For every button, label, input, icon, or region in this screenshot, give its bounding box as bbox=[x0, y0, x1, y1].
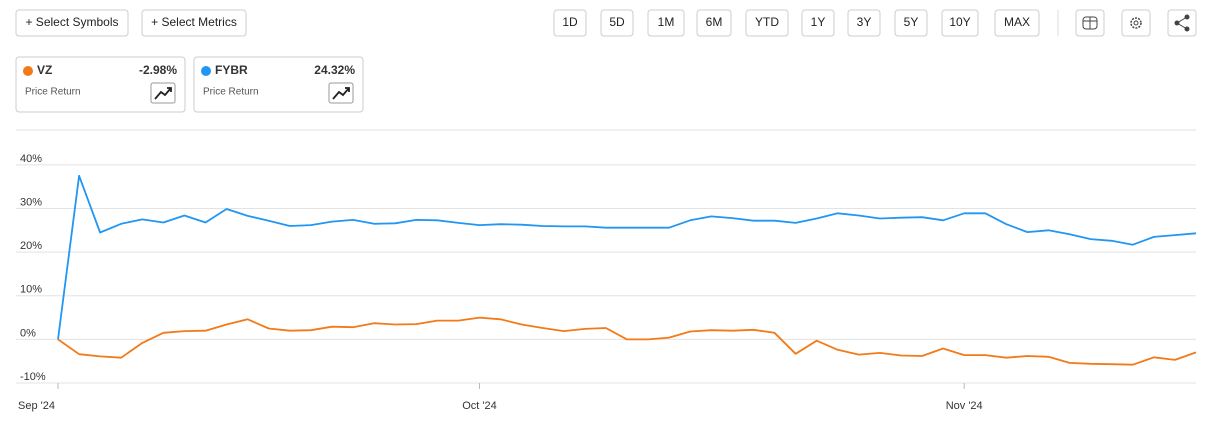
range-button[interactable]: 1M bbox=[647, 9, 685, 37]
legend-swatch bbox=[23, 66, 33, 76]
range-button[interactable]: 1D bbox=[553, 9, 587, 37]
button-label: + Select Metrics bbox=[151, 15, 237, 29]
button-box bbox=[696, 9, 732, 37]
range-button[interactable]: 6M bbox=[696, 9, 732, 37]
chart-icon bbox=[332, 87, 350, 100]
legend-name: VZ bbox=[37, 63, 52, 77]
button-label: 6M bbox=[706, 15, 723, 29]
share-button[interactable] bbox=[1167, 9, 1197, 37]
range-button[interactable]: 5Y bbox=[894, 9, 928, 37]
button-box bbox=[847, 9, 881, 37]
x-tick-label: Sep '24 bbox=[18, 400, 55, 412]
series-line bbox=[57, 174, 1197, 340]
x-tick-label: Oct '24 bbox=[462, 400, 497, 412]
button-label: 5Y bbox=[904, 15, 919, 29]
button-label: 5D bbox=[609, 15, 625, 29]
button-box bbox=[15, 9, 129, 37]
legend-metric: Price Return bbox=[203, 87, 259, 98]
y-tick-label: 40% bbox=[20, 153, 42, 165]
legend-card[interactable]: FYBR 24.32% Price Return bbox=[193, 56, 364, 113]
y-tick-label: 0% bbox=[20, 327, 36, 339]
button-box bbox=[745, 9, 789, 37]
button-label: 1D bbox=[562, 15, 578, 29]
range-button[interactable]: 1Y bbox=[801, 9, 835, 37]
range-button[interactable]: 3Y bbox=[847, 9, 881, 37]
range-button[interactable]: MAX bbox=[994, 9, 1040, 37]
button-label: 10Y bbox=[949, 15, 970, 29]
x-tick-label: Nov '24 bbox=[946, 400, 983, 412]
y-tick-label: 10% bbox=[20, 284, 42, 296]
button-label: + Select Symbols bbox=[25, 15, 118, 29]
button-label: MAX bbox=[1004, 15, 1030, 29]
legend-change: -2.98% bbox=[139, 63, 177, 77]
y-tick-label: 30% bbox=[20, 196, 42, 208]
button-box bbox=[647, 9, 685, 37]
card-box bbox=[193, 56, 364, 113]
button-box bbox=[141, 9, 247, 37]
button-box bbox=[553, 9, 587, 37]
range-button[interactable]: YTD bbox=[745, 9, 789, 37]
legend-change: 24.32% bbox=[314, 63, 355, 77]
series-line bbox=[57, 316, 1197, 366]
button-box bbox=[894, 9, 928, 37]
legend-metric: Price Return bbox=[25, 87, 81, 98]
legend-name: FYBR bbox=[215, 63, 248, 77]
legend-card[interactable]: VZ -2.98% Price Return bbox=[15, 56, 186, 113]
action-button[interactable]: + Select Metrics bbox=[141, 9, 247, 37]
range-button[interactable]: 5D bbox=[600, 9, 634, 37]
settings-button[interactable] bbox=[1121, 9, 1151, 37]
table-button[interactable] bbox=[1075, 9, 1105, 37]
button-label: 1Y bbox=[811, 15, 826, 29]
button-label: 3Y bbox=[857, 15, 872, 29]
action-button[interactable]: + Select Symbols bbox=[15, 9, 129, 37]
card-box bbox=[15, 56, 186, 113]
button-box bbox=[994, 9, 1040, 37]
button-box bbox=[801, 9, 835, 37]
button-label: 1M bbox=[658, 15, 675, 29]
y-tick-label: 20% bbox=[20, 240, 42, 252]
range-button[interactable]: 10Y bbox=[941, 9, 979, 37]
y-tick-label: -10% bbox=[20, 371, 46, 383]
button-box bbox=[941, 9, 979, 37]
button-label: YTD bbox=[755, 15, 779, 29]
legend-swatch bbox=[201, 66, 211, 76]
button-box bbox=[600, 9, 634, 37]
chart-icon bbox=[154, 87, 172, 100]
